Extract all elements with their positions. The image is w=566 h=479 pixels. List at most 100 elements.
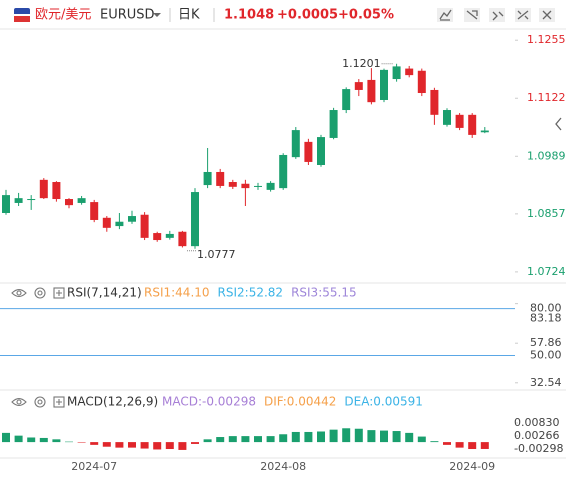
close-icon[interactable] (539, 8, 555, 22)
candle-body (405, 68, 414, 76)
macd-bar (405, 432, 414, 443)
y-tick-label: 32.54 (530, 376, 562, 389)
y-tick-label: 57.86 (530, 336, 562, 349)
candle-body (27, 199, 36, 201)
macd-bar (65, 441, 73, 443)
legend-label: RSI3:55.15 (291, 286, 357, 300)
candle-body (203, 171, 212, 186)
expand-icon[interactable] (53, 396, 65, 408)
macd-bar (90, 442, 99, 445)
x-tick-label: 2024-07 (71, 460, 117, 473)
settings-icon[interactable] (34, 396, 46, 408)
macd-bar (455, 442, 464, 448)
y-tick-label: 1.0989 (527, 149, 566, 162)
pair-name[interactable]: 欧元/美元 (35, 8, 91, 23)
legend-label: DEA:0.00591 (344, 395, 423, 409)
macd-bar (266, 436, 275, 443)
candle-body (354, 82, 363, 90)
eye-icon[interactable] (11, 288, 27, 298)
legend-label: DIF:0.00442 (264, 395, 336, 409)
macd-bar (102, 442, 111, 447)
candle-body (304, 141, 313, 162)
tool-icon[interactable] (464, 8, 480, 22)
macd-bar (14, 435, 23, 443)
macd-bar (203, 439, 212, 443)
draw-tool-icon[interactable] (437, 8, 453, 22)
macd-bar (27, 437, 36, 443)
legend-label: RSI1:44.10 (144, 286, 210, 300)
macd-bar (392, 431, 401, 443)
candle-body (342, 89, 351, 111)
macd-bar (329, 429, 338, 443)
candle-body (102, 217, 111, 228)
macd-bar (178, 442, 187, 450)
macd-bar (342, 428, 351, 443)
macd-bar (153, 442, 162, 450)
candle-body (279, 154, 288, 189)
macd-bar (254, 436, 262, 443)
macd-bar (115, 442, 124, 448)
macd-bar (430, 441, 439, 443)
macd-bar (140, 442, 149, 449)
macd-bar (241, 436, 250, 443)
candle-body (153, 233, 162, 241)
macd-bar (468, 442, 477, 450)
candle-body (266, 182, 275, 190)
candle-body (14, 198, 23, 203)
candle-body (430, 89, 439, 115)
macd-bar (380, 430, 388, 443)
y-tick-label: 50.00 (530, 348, 562, 361)
candle-body (178, 231, 187, 247)
x-tick-label: 2024-08 (260, 460, 306, 473)
period[interactable]: 日K (178, 8, 200, 23)
y-tick-label: 1.0724 (527, 265, 566, 278)
y-tick-label: 83.18 (530, 312, 562, 325)
candle-body (228, 182, 237, 187)
change-percent: +0.05% (338, 8, 394, 23)
macd-bar (291, 431, 300, 443)
macd-bar (52, 439, 61, 443)
rsi-title: RSI(7,14,21) (67, 286, 142, 300)
collapse-icon[interactable] (555, 117, 562, 131)
candle-body (455, 114, 464, 128)
candle-body (468, 114, 477, 135)
flag (14, 8, 30, 22)
y-tick-label: 1.1255 (527, 33, 566, 46)
symbol[interactable]: EURUSD (100, 8, 155, 23)
legend-label: RSI2:52.82 (218, 286, 284, 300)
macd-bar (367, 430, 376, 443)
candle-body (480, 130, 489, 133)
candle-body (128, 216, 136, 222)
candle-body (65, 199, 73, 206)
macd-bar (279, 434, 288, 443)
macd-bar (354, 428, 363, 443)
candle-body (216, 171, 225, 186)
candle-body (191, 192, 199, 247)
macd-bar (191, 442, 199, 444)
change: +0.0005 (277, 8, 338, 23)
candle-body (291, 130, 300, 158)
expand-icon[interactable] (53, 287, 65, 299)
candle-body (39, 179, 48, 199)
y-tick-label: -0.00298 (514, 442, 563, 455)
candle-body (329, 110, 338, 138)
eye-icon[interactable] (11, 397, 27, 407)
candle-body (90, 202, 99, 220)
macd-title: MACD(12,26,9) (67, 395, 158, 409)
candle-body (380, 69, 388, 100)
candle-body (367, 79, 376, 103)
dropdown-arrow[interactable] (153, 13, 161, 17)
price: 1.1048 (224, 8, 274, 23)
indicator-icon[interactable] (489, 8, 505, 22)
fullscreen-icon[interactable] (515, 8, 531, 22)
settings-icon[interactable] (34, 287, 46, 299)
candle-body (2, 195, 10, 213)
macd-bar (128, 442, 136, 448)
macd-bar (443, 442, 451, 445)
y-tick-label: 0.00266 (514, 429, 560, 442)
macd-bar (216, 437, 225, 443)
candle-body (140, 214, 149, 238)
macd-bar (417, 436, 426, 443)
